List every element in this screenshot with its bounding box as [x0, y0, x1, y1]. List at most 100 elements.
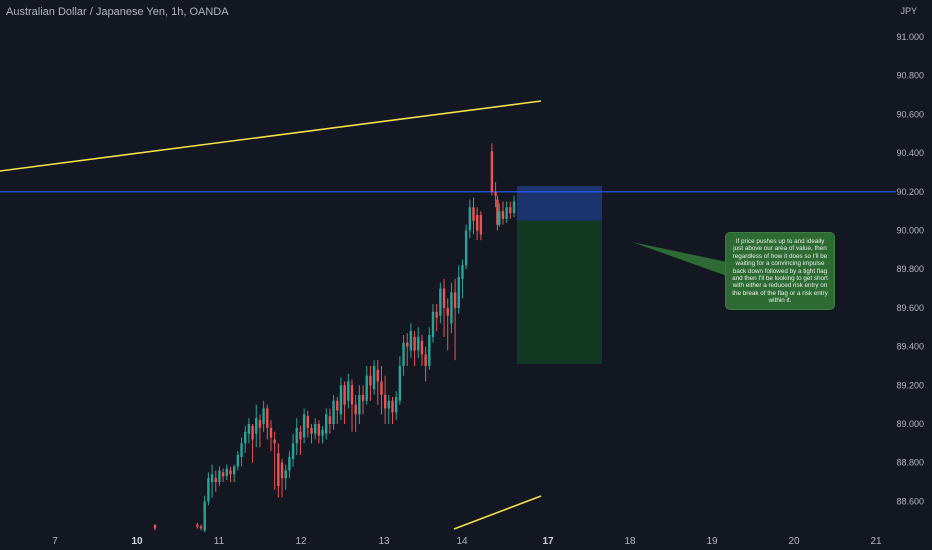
candle-body — [339, 385, 343, 415]
candle — [262, 400, 265, 432]
candle — [339, 377, 343, 421]
candle — [409, 323, 413, 359]
candle-body — [365, 375, 368, 401]
position-zones — [517, 185, 602, 365]
candle-body — [332, 400, 335, 424]
candle — [512, 195, 516, 217]
candle — [277, 443, 280, 498]
candle — [402, 334, 405, 376]
candle — [310, 424, 313, 444]
candle-body — [475, 215, 479, 231]
candle-body — [461, 265, 464, 279]
candle-body — [291, 443, 295, 459]
candle-body — [343, 385, 346, 405]
candle — [380, 365, 383, 415]
candle-body — [413, 336, 416, 351]
candle-body — [251, 425, 254, 440]
time-tick-label: 17 — [542, 536, 554, 547]
candle — [442, 278, 446, 337]
candle — [273, 431, 276, 490]
candle-body — [262, 408, 265, 424]
candle — [258, 414, 262, 448]
candle-body — [221, 472, 225, 477]
candle-body — [225, 468, 228, 477]
candle-body — [391, 400, 394, 413]
candle-body — [354, 404, 357, 415]
candle-body — [277, 453, 280, 486]
candle-body — [457, 276, 460, 308]
candle — [280, 458, 284, 498]
candle — [431, 304, 435, 343]
candle — [221, 468, 225, 483]
candle — [383, 375, 387, 424]
currency-label: JPY — [900, 6, 917, 16]
candle — [406, 333, 409, 366]
lower-trendline — [453, 495, 542, 530]
candle — [225, 464, 228, 481]
candle — [417, 327, 420, 359]
candle-body — [299, 431, 302, 440]
candle — [332, 394, 335, 430]
candle — [255, 404, 258, 448]
price-axis: 91.000 90.800 90.600 90.400 90.200 90.000 89.8… — [896, 32, 924, 506]
candle-body — [153, 524, 157, 529]
candle-body — [472, 207, 475, 221]
candle-body — [258, 420, 262, 428]
candle — [284, 464, 287, 490]
candle-body — [494, 191, 497, 196]
chart-title: Australian Dollar / Japanese Yen, 1h, OA… — [6, 6, 229, 18]
candle-body — [450, 292, 453, 324]
candle — [244, 425, 247, 454]
candle-body — [273, 439, 276, 444]
candle — [435, 304, 438, 332]
candle — [494, 182, 497, 208]
candle — [461, 259, 464, 299]
annotation-note[interactable]: If price pushes up to and ideally just a… — [725, 232, 835, 310]
candle-body — [442, 288, 446, 308]
candle — [428, 327, 431, 370]
price-tick-label: 91.000 — [896, 32, 924, 42]
candle-body — [295, 427, 298, 444]
candle — [295, 418, 298, 455]
candle-body — [505, 207, 508, 219]
candle-body — [358, 394, 361, 415]
candle — [347, 373, 350, 409]
candle-body — [255, 418, 258, 434]
candle-body — [350, 385, 354, 405]
candle-body — [424, 354, 427, 366]
candle-body — [232, 466, 236, 475]
candle — [398, 356, 402, 405]
candle-body — [369, 375, 372, 386]
candle-body — [269, 427, 273, 438]
candle-body — [280, 462, 284, 479]
candle-body — [398, 365, 402, 401]
candle — [498, 203, 501, 227]
candle-body — [210, 474, 214, 483]
candle-body — [196, 524, 199, 527]
candle — [413, 331, 416, 366]
candle — [299, 425, 302, 455]
candle — [240, 437, 243, 467]
time-tick-label: 13 — [378, 536, 390, 547]
candle-body — [240, 443, 243, 457]
price-tick-label: 89.800 — [896, 264, 924, 274]
candle — [365, 365, 368, 405]
candle-body — [439, 288, 442, 316]
candle-body — [387, 400, 391, 409]
candle — [232, 464, 236, 483]
callout-pointer — [632, 242, 727, 276]
time-tick-label: 11 — [214, 536, 225, 547]
candle-body — [328, 416, 332, 424]
candle-body — [435, 311, 438, 318]
candle-body — [490, 151, 494, 192]
candle-body — [347, 381, 350, 401]
candle-body — [431, 311, 435, 337]
candle-body — [512, 201, 516, 214]
candle-body — [310, 427, 313, 434]
candle — [376, 360, 379, 405]
candles — [153, 143, 516, 533]
candle — [505, 201, 508, 223]
candle — [475, 207, 479, 241]
time-axis: 7 10 11 12 13 14 17 18 19 20 21 — [52, 536, 882, 547]
price-tick-label: 90.600 — [896, 109, 924, 119]
